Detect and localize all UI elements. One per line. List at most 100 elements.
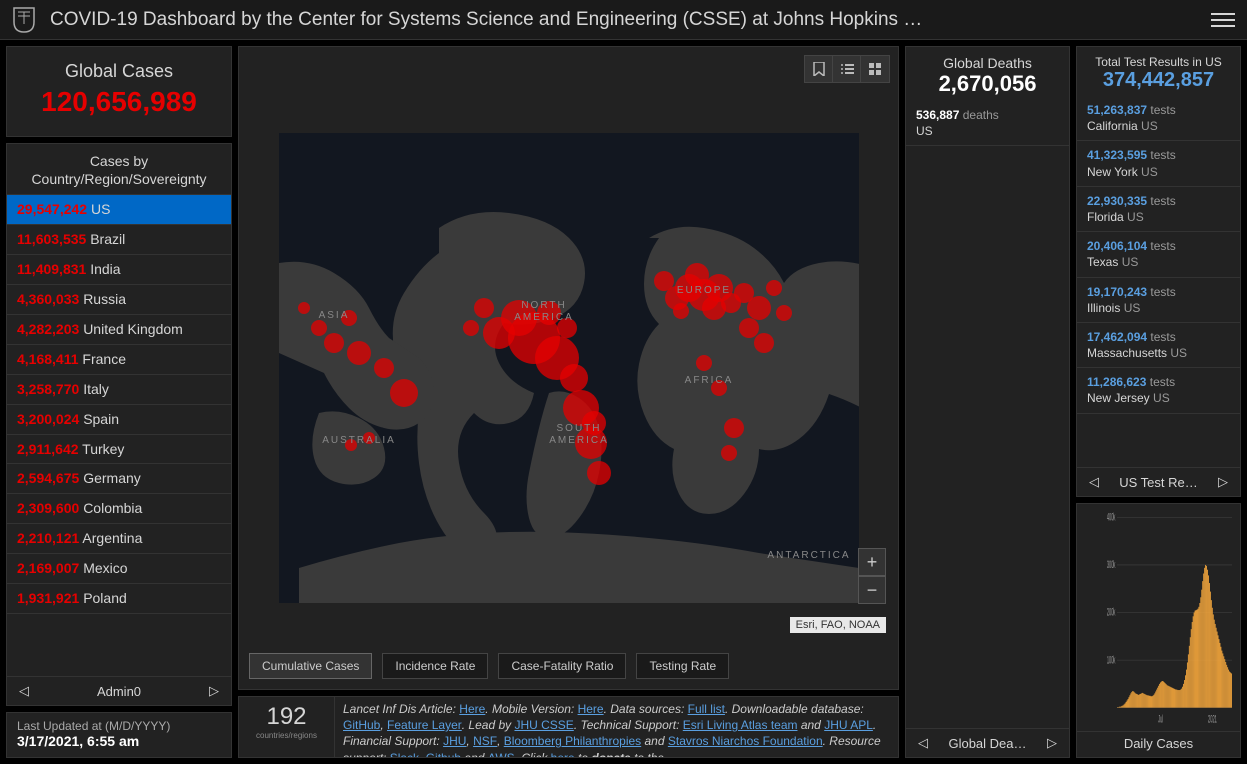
country-row[interactable]: 4,168,411 France <box>7 345 231 375</box>
svg-text:Jul: Jul <box>1158 713 1163 725</box>
info-link[interactable]: Slack <box>390 751 419 757</box>
svg-text:SOUTHAMERICA: SOUTHAMERICA <box>549 423 609 446</box>
tests-row[interactable]: 17,462,094 testsMassachusetts US <box>1077 323 1240 368</box>
map-tab[interactable]: Case-Fatality Ratio <box>498 653 626 679</box>
last-updated-panel: Last Updated at (M/D/YYYY) 3/17/2021, 6:… <box>6 712 232 758</box>
country-row[interactable]: 2,309,600 Colombia <box>7 494 231 524</box>
tests-row[interactable]: 51,263,837 testsCalifornia US <box>1077 96 1240 141</box>
app-title: COVID-19 Dashboard by the Center for Sys… <box>50 9 1211 31</box>
list-icon[interactable] <box>833 56 861 82</box>
tests-row[interactable]: 19,170,243 testsIllinois US <box>1077 278 1240 323</box>
info-link[interactable]: Github <box>426 751 461 757</box>
tests-list[interactable]: 51,263,837 testsCalifornia US41,323,595 … <box>1077 96 1240 467</box>
tests-row[interactable]: 22,930,335 testsFlorida US <box>1077 187 1240 232</box>
jhu-logo <box>12 6 36 34</box>
country-row[interactable]: 2,210,121 Argentina <box>7 524 231 554</box>
map-tab[interactable]: Testing Rate <box>636 653 729 679</box>
country-row[interactable]: 1,931,921 Poland <box>7 584 231 614</box>
info-panel: 192 countries/regions Lancet Inf Dis Art… <box>238 696 899 758</box>
country-row[interactable]: 3,200,024 Spain <box>7 405 231 435</box>
country-row[interactable]: 2,169,007 Mexico <box>7 554 231 584</box>
global-deaths-panel: Global Deaths 2,670,056 536,887 deathsUS… <box>905 46 1070 758</box>
info-link[interactable]: NSF <box>473 734 497 748</box>
bookmark-icon[interactable] <box>805 56 833 82</box>
deaths-list[interactable]: 536,887 deathsUS <box>906 101 1069 728</box>
next-arrow-icon[interactable]: ▷ <box>1043 733 1061 753</box>
chart-title: Daily Cases <box>1077 731 1240 757</box>
info-link[interactable]: GitHub <box>343 718 380 732</box>
info-link[interactable]: Bloomberg Philanthropies <box>504 734 641 748</box>
countries-count-box: 192 countries/regions <box>239 697 335 757</box>
countries-count: 192 <box>243 703 330 731</box>
info-link[interactable]: Feature Layer <box>387 718 462 732</box>
svg-text:ANTARCTICA: ANTARCTICA <box>767 550 850 561</box>
svg-text:200k: 200k <box>1107 606 1116 618</box>
country-row[interactable]: 2,594,675 Germany <box>7 464 231 494</box>
info-link[interactable]: Esri Living Atlas team <box>683 718 798 732</box>
deaths-row[interactable]: 536,887 deathsUS <box>906 101 1069 146</box>
info-link[interactable]: AWS <box>488 751 515 757</box>
tests-nav-footer: ◁ US Test Re… ▷ <box>1077 467 1240 496</box>
svg-text:AFRICA: AFRICA <box>684 375 733 386</box>
info-link[interactable]: JHU APL <box>824 718 873 732</box>
svg-text:EUROPE: EUROPE <box>676 285 730 296</box>
daily-cases-chart-panel: 100k200k300k400kJul2021 Daily Cases <box>1076 503 1241 758</box>
country-nav-label: Admin0 <box>97 684 141 699</box>
hamburger-menu-icon[interactable] <box>1211 8 1235 32</box>
svg-text:ASIA: ASIA <box>318 310 349 321</box>
app-header: COVID-19 Dashboard by the Center for Sys… <box>0 0 1247 40</box>
country-row[interactable]: 11,409,831 India <box>7 255 231 285</box>
info-link[interactable]: here <box>551 751 575 757</box>
deaths-nav-label: Global Dea… <box>932 736 1043 751</box>
deaths-nav-footer: ◁ Global Dea… ▷ <box>906 728 1069 757</box>
country-row[interactable]: 4,360,033 Russia <box>7 285 231 315</box>
svg-text:300k: 300k <box>1107 559 1116 571</box>
tests-nav-label: US Test Re… <box>1103 475 1214 490</box>
global-deaths-title: Global Deaths <box>910 55 1065 71</box>
info-link[interactable]: Here <box>459 702 485 716</box>
country-nav-footer: ◁ Admin0 ▷ <box>7 676 231 705</box>
tests-value: 374,442,857 <box>1081 69 1236 92</box>
prev-arrow-icon[interactable]: ◁ <box>914 733 932 753</box>
country-row[interactable]: 2,911,642 Turkey <box>7 435 231 465</box>
info-link[interactable]: Here <box>578 702 604 716</box>
svg-text:NORTHAMERICA: NORTHAMERICA <box>514 300 574 323</box>
next-arrow-icon[interactable]: ▷ <box>1214 472 1232 492</box>
global-deaths-value: 2,670,056 <box>910 71 1065 97</box>
info-link[interactable]: JHU <box>443 734 466 748</box>
global-cases-panel: Global Cases 120,656,989 <box>6 46 232 137</box>
cases-by-country-title: Cases by Country/Region/Sovereignty <box>7 144 231 195</box>
country-row[interactable]: 29,547,242 US <box>7 195 231 225</box>
last-updated-label: Last Updated at (M/D/YYYY) <box>17 719 221 733</box>
info-link[interactable]: Full list <box>688 702 725 716</box>
info-text: Lancet Inf Dis Article: Here. Mobile Ver… <box>335 697 898 757</box>
next-arrow-icon[interactable]: ▷ <box>205 681 223 701</box>
country-list[interactable]: 29,547,242 US11,603,535 Brazil11,409,831… <box>7 195 231 676</box>
info-link[interactable]: Stavros Niarchos Foundation <box>668 734 823 748</box>
country-row[interactable]: 11,603,535 Brazil <box>7 225 231 255</box>
country-row[interactable]: 3,258,770 Italy <box>7 375 231 405</box>
cases-by-country-panel: Cases by Country/Region/Sovereignty 29,5… <box>6 143 232 706</box>
tests-row[interactable]: 20,406,104 testsTexas US <box>1077 232 1240 277</box>
tests-row[interactable]: 41,323,595 testsNew York US <box>1077 141 1240 186</box>
daily-cases-chart: 100k200k300k400kJul2021 <box>1117 512 1232 727</box>
map-attribution: Esri, FAO, NOAA <box>790 617 886 633</box>
map-tab[interactable]: Incidence Rate <box>382 653 488 679</box>
info-link[interactable]: JHU CSSE <box>514 718 573 732</box>
country-row[interactable]: 4,282,203 United Kingdom <box>7 315 231 345</box>
world-map[interactable]: NORTHAMERICA SOUTHAMERICA EUROPE ASIA AFRICA… <box>238 46 899 690</box>
svg-text:AUSTRALIA: AUSTRALIA <box>322 435 396 446</box>
countries-count-label: countries/regions <box>243 731 330 740</box>
zoom-in-button[interactable]: + <box>858 548 886 576</box>
grid-icon[interactable] <box>861 56 889 82</box>
zoom-out-button[interactable]: − <box>858 576 886 604</box>
map-toolbar <box>804 55 890 83</box>
chart-area[interactable]: 100k200k300k400kJul2021 <box>1077 504 1240 731</box>
prev-arrow-icon[interactable]: ◁ <box>15 681 33 701</box>
map-canvas[interactable]: NORTHAMERICA SOUTHAMERICA EUROPE ASIA AFRICA… <box>279 133 859 603</box>
tests-row[interactable]: 11,286,623 testsNew Jersey US <box>1077 368 1240 413</box>
map-tab[interactable]: Cumulative Cases <box>249 653 372 679</box>
svg-text:400k: 400k <box>1107 511 1116 523</box>
prev-arrow-icon[interactable]: ◁ <box>1085 472 1103 492</box>
svg-text:100k: 100k <box>1107 654 1116 666</box>
